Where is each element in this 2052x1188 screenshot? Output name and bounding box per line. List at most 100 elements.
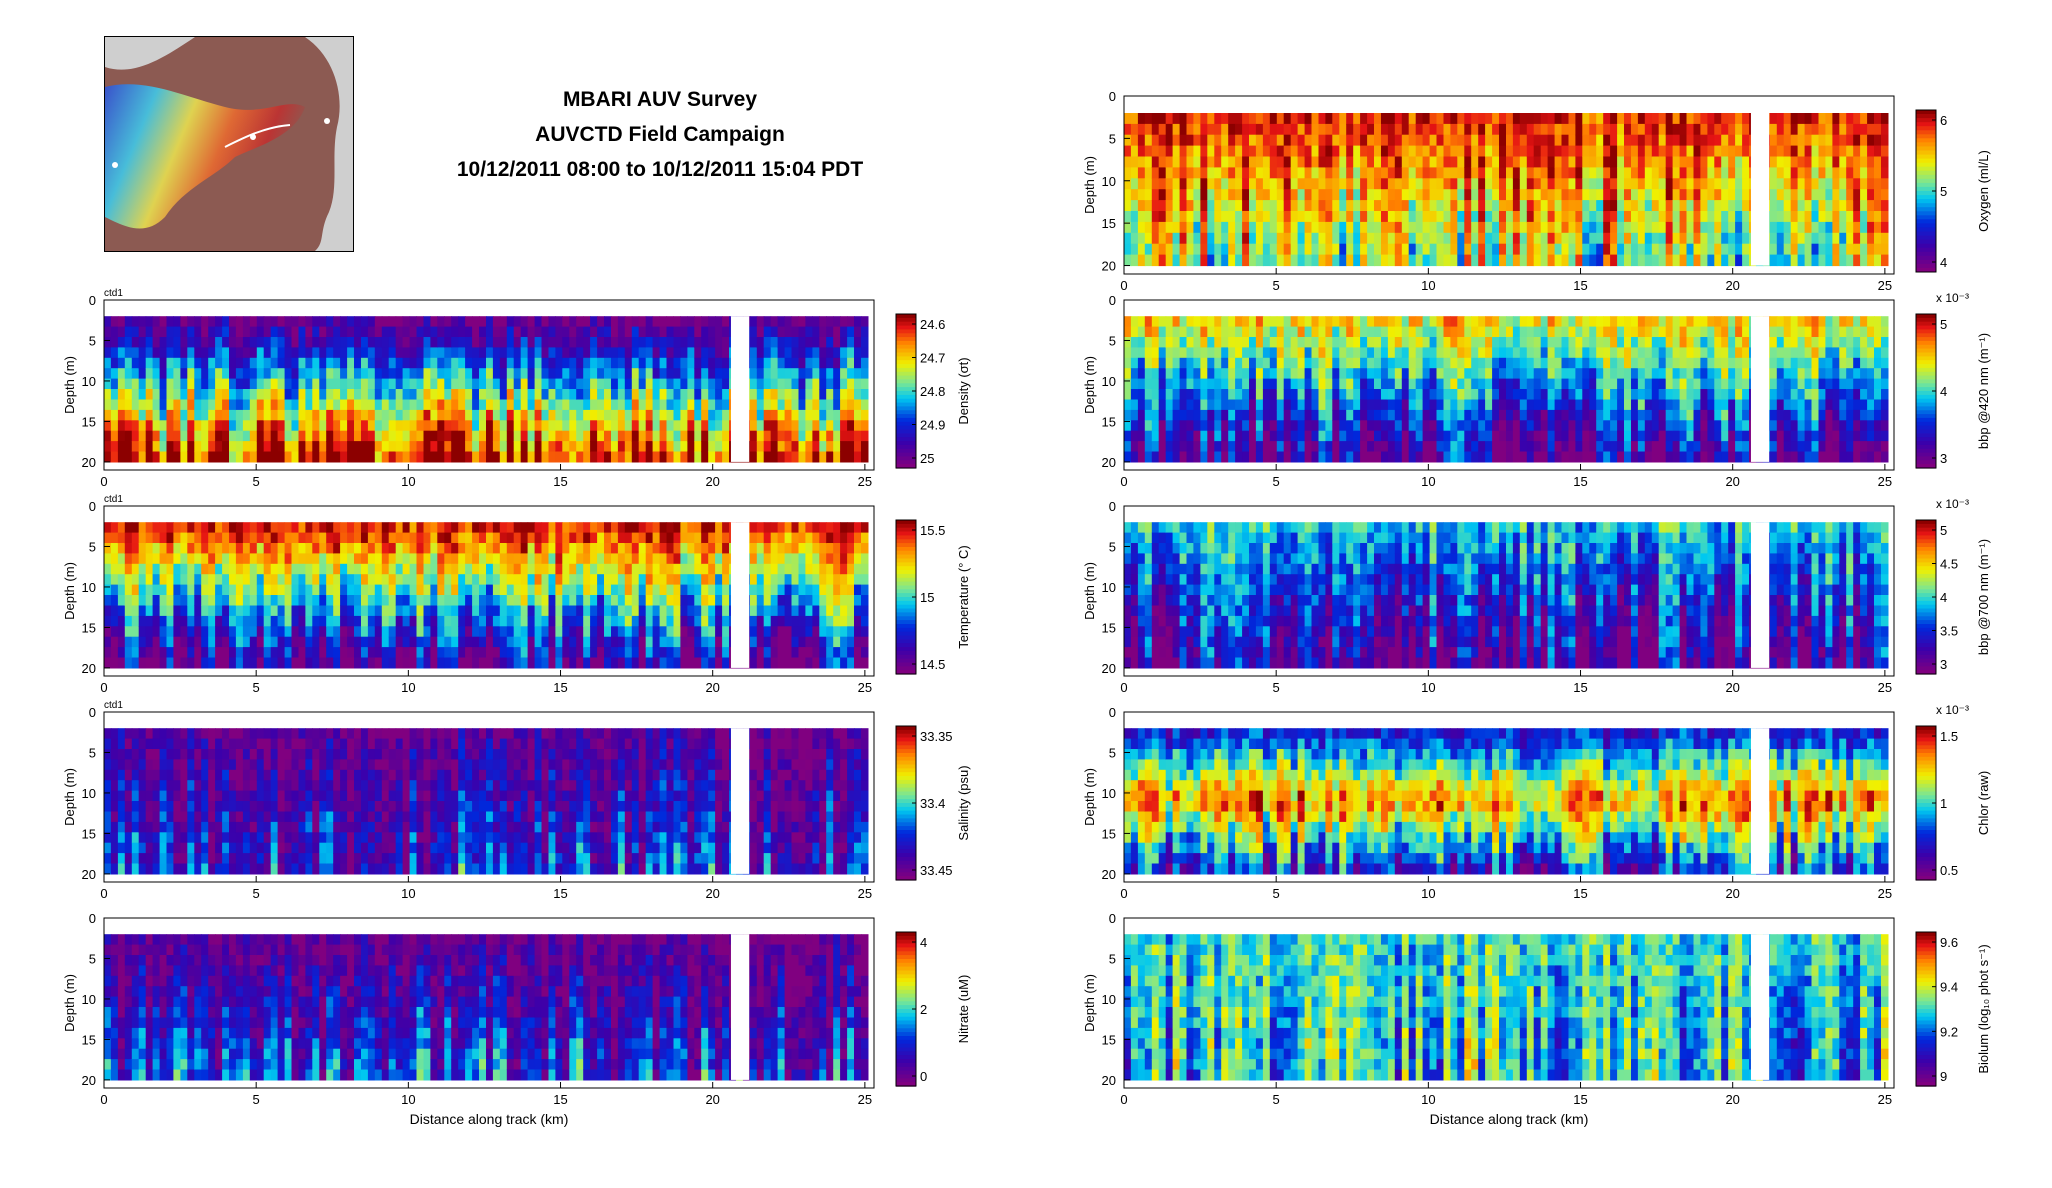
heatmap-cell bbox=[701, 595, 709, 606]
heatmap-cell bbox=[645, 532, 654, 544]
heatmap-cell bbox=[840, 811, 848, 823]
heatmap-cell bbox=[194, 316, 202, 328]
heatmap-cell bbox=[833, 605, 841, 617]
heatmap-cell bbox=[777, 811, 786, 823]
heatmap-cell bbox=[777, 430, 786, 442]
heatmap-cell bbox=[291, 337, 299, 348]
heatmap-cell bbox=[534, 451, 543, 463]
heatmap-cell bbox=[819, 595, 827, 606]
heatmap-cell bbox=[624, 615, 633, 627]
heatmap-cell bbox=[722, 389, 730, 400]
heatmap-cell bbox=[229, 615, 237, 627]
heatmap-cell bbox=[826, 801, 834, 812]
heatmap-cell bbox=[666, 441, 674, 453]
heatmap-cell bbox=[347, 368, 355, 380]
heatmap-cell bbox=[465, 811, 473, 823]
heatmap-cell bbox=[763, 728, 772, 740]
heatmap-cell bbox=[312, 821, 320, 833]
heatmap-cell bbox=[312, 574, 320, 586]
heatmap-cell bbox=[354, 749, 362, 760]
heatmap-cell bbox=[173, 769, 181, 781]
heatmap-cell bbox=[131, 738, 140, 750]
heatmap-cell bbox=[166, 738, 174, 750]
heatmap-cell bbox=[472, 326, 480, 338]
heatmap-cell bbox=[604, 337, 612, 348]
heatmap-cell bbox=[506, 636, 515, 648]
heatmap-cell bbox=[173, 853, 181, 865]
heatmap-cell bbox=[145, 326, 154, 338]
heatmap-cell bbox=[388, 337, 397, 348]
heatmap-cell bbox=[847, 811, 855, 823]
heatmap-cell bbox=[826, 780, 834, 792]
heatmap-cell bbox=[430, 399, 438, 411]
heatmap-cell bbox=[104, 1027, 112, 1039]
heatmap-cell bbox=[708, 615, 716, 627]
heatmap-cell bbox=[333, 647, 341, 659]
heatmap-cell bbox=[305, 790, 313, 802]
heatmap-cell bbox=[847, 553, 855, 565]
heatmap-cell bbox=[555, 574, 563, 586]
x-tick-label: 25 bbox=[858, 680, 872, 695]
heatmap-cell bbox=[131, 1007, 140, 1018]
heatmap-cell bbox=[326, 657, 334, 669]
heatmap-cell bbox=[701, 337, 709, 348]
heatmap-cell bbox=[215, 657, 223, 669]
heatmap-cell bbox=[388, 811, 397, 823]
heatmap-cell bbox=[486, 657, 494, 669]
heatmap-cell bbox=[833, 532, 841, 544]
heatmap-cell bbox=[319, 657, 327, 669]
heatmap-cell bbox=[222, 749, 230, 760]
colorbar-segment bbox=[896, 417, 916, 423]
heatmap-cell bbox=[756, 626, 765, 638]
heatmap-cell bbox=[194, 636, 202, 648]
heatmap-cell bbox=[527, 615, 536, 627]
heatmap-cell bbox=[687, 553, 695, 565]
heatmap-cell bbox=[270, 347, 279, 359]
heatmap-cell bbox=[569, 584, 577, 596]
heatmap-cell bbox=[749, 441, 758, 453]
heatmap-cell bbox=[166, 605, 174, 617]
heatmap-cell bbox=[694, 832, 702, 844]
heatmap-cell bbox=[110, 975, 119, 987]
heatmap-cell bbox=[499, 316, 508, 328]
heatmap-cell bbox=[326, 626, 334, 638]
heatmap-cell bbox=[145, 986, 154, 998]
heatmap-cell bbox=[388, 347, 397, 359]
heatmap-cell bbox=[548, 316, 556, 328]
heatmap-cell bbox=[541, 853, 549, 865]
heatmap-cell bbox=[249, 811, 258, 823]
heatmap-cell bbox=[756, 842, 765, 854]
heatmap-cell bbox=[124, 759, 133, 771]
heatmap-cell bbox=[138, 934, 147, 946]
heatmap-cell bbox=[319, 347, 327, 359]
heatmap-cell bbox=[611, 615, 619, 627]
heatmap-cell bbox=[777, 584, 786, 596]
heatmap-cell bbox=[826, 657, 834, 669]
colorbar-segment bbox=[896, 826, 916, 831]
heatmap-cell bbox=[722, 759, 730, 771]
heatmap-cell bbox=[541, 657, 549, 669]
heatmap-cell bbox=[555, 595, 563, 606]
heatmap-cell bbox=[604, 584, 612, 596]
heatmap-cell bbox=[680, 626, 688, 638]
heatmap-cell bbox=[326, 357, 334, 369]
heatmap-cell bbox=[291, 441, 299, 453]
heatmap-cell bbox=[673, 821, 681, 833]
heatmap-cell bbox=[833, 563, 841, 575]
heatmap-cell bbox=[215, 780, 223, 792]
heatmap-cell bbox=[770, 626, 779, 638]
heatmap-cell bbox=[173, 647, 181, 659]
heatmap-cell bbox=[770, 728, 779, 740]
heatmap-cell bbox=[638, 615, 647, 627]
heatmap-cell bbox=[263, 441, 272, 453]
heatmap-cell bbox=[152, 357, 161, 369]
heatmap-cell bbox=[638, 821, 647, 833]
heatmap-cell bbox=[173, 842, 181, 854]
heatmap-cell bbox=[381, 368, 390, 380]
heatmap-cell bbox=[506, 584, 515, 596]
heatmap-cell bbox=[499, 441, 508, 453]
heatmap-cell bbox=[812, 357, 820, 369]
heatmap-cell bbox=[256, 863, 265, 875]
heatmap-cell bbox=[513, 420, 522, 432]
